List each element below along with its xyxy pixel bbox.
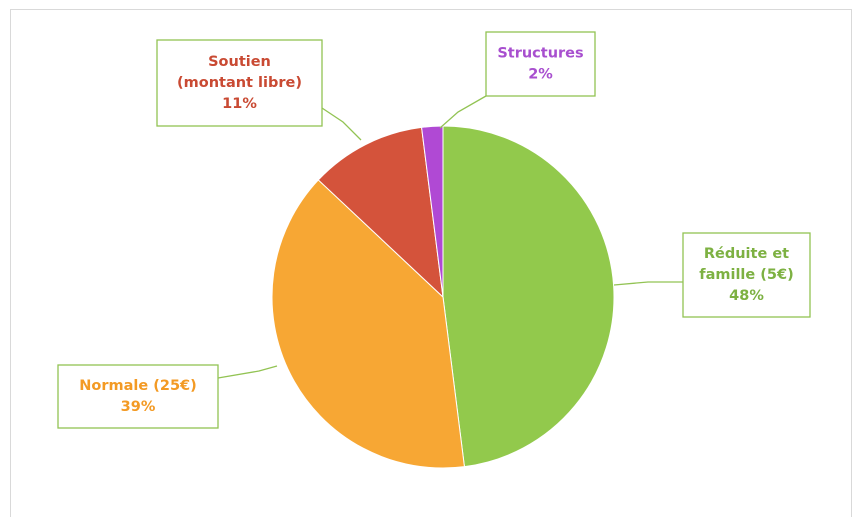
percent-label-3: 2% [528, 67, 553, 83]
leader-line-2 [321, 107, 362, 141]
slice-label-2: Soutien (montant libre) 11% [156, 39, 323, 127]
percent-label-0: 48% [729, 288, 764, 304]
label-box-2 [156, 39, 323, 127]
slice-label-0: Réduite et famille (5€) 48% [682, 232, 811, 318]
leader-line-3 [439, 95, 487, 129]
label-box-1 [57, 364, 219, 429]
label-box-0 [682, 232, 811, 318]
category-label-2: (montant libre) [177, 75, 302, 91]
slice-labels: Réduite et famille (5€) 48% Normale (25€) 39… [57, 31, 811, 429]
slice-label-1: Normale (25€) 39% [57, 364, 219, 429]
pie-slice-0 [442, 125, 615, 468]
slice-label-3: Structures 2% [485, 31, 596, 97]
category-label-3: Structures [497, 46, 583, 62]
category-label-1: Normale (25€) [79, 378, 197, 394]
pie-slices [271, 125, 615, 469]
pie-slice-1 [271, 179, 465, 469]
label-box-3 [485, 31, 596, 97]
leader-lines [217, 95, 683, 379]
percent-label-1: 39% [121, 399, 156, 415]
leader-line-1 [217, 365, 278, 379]
pie-slice-2 [317, 126, 444, 299]
category-label-2: Soutien [208, 54, 271, 70]
percent-label-2: 11% [222, 96, 257, 112]
category-label-0: famille (5€) [699, 267, 793, 283]
leader-line-0 [613, 281, 683, 286]
category-label-0: Réduite et [704, 246, 789, 262]
